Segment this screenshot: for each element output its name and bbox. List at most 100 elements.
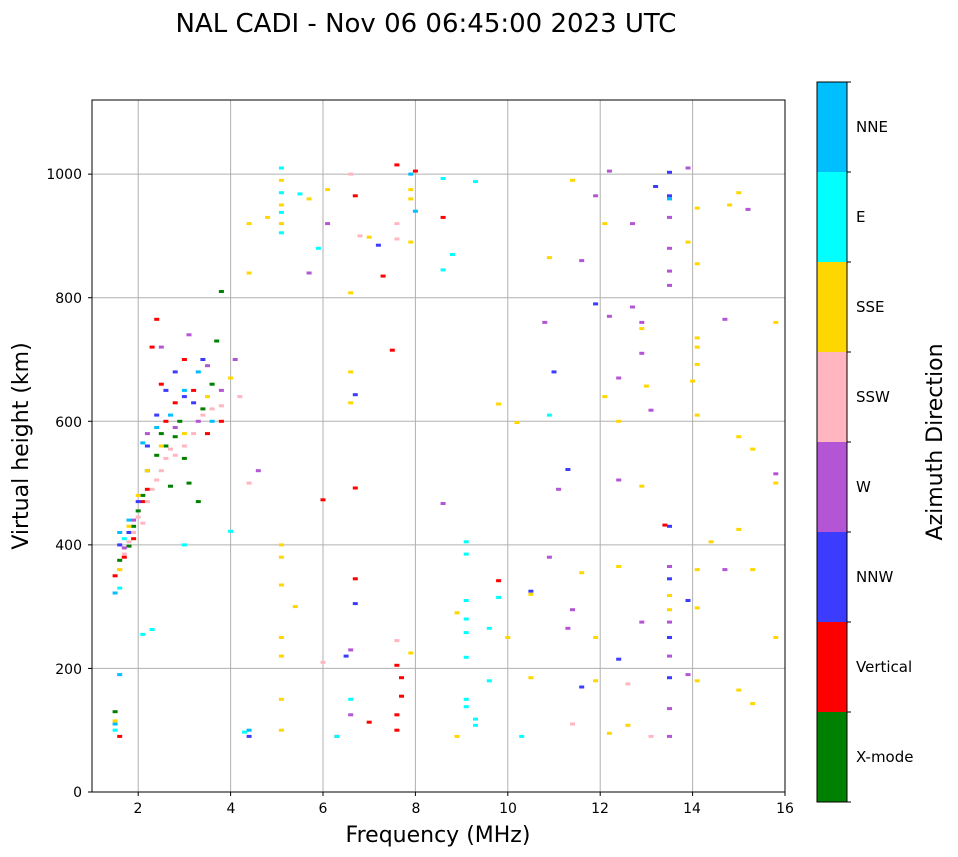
echo-point-sse <box>750 702 756 706</box>
x-tick-label: 4 <box>227 801 236 817</box>
echo-point-nnw <box>246 734 252 738</box>
echo-point-w <box>667 246 672 250</box>
echo-point-nnw <box>200 358 206 361</box>
echo-point-vertical <box>399 694 404 698</box>
echo-point-vertical <box>412 169 418 173</box>
echo-point-sse <box>144 469 150 473</box>
echo-point-w <box>606 314 612 318</box>
colorbar-label: NNE <box>856 118 888 136</box>
echo-point-sse <box>408 240 414 244</box>
y-tick-label: 800 <box>55 291 82 307</box>
x-tick-label: 6 <box>319 801 328 817</box>
echo-point-vertical <box>389 348 395 352</box>
x-axis: 2 4 6 8 10 12 14 16 <box>134 801 794 817</box>
echo-point-x-mode <box>181 456 187 460</box>
echo-point-e <box>496 595 502 599</box>
echo-point-x-mode <box>131 524 137 528</box>
echo-point-e <box>473 723 478 727</box>
echo-point-sse <box>278 178 284 182</box>
echo-point-e <box>486 679 492 683</box>
echo-point-ssw <box>154 478 160 482</box>
echo-point-sse <box>278 543 284 547</box>
echo-point-sse <box>602 395 608 399</box>
echo-point-nnw <box>579 685 585 689</box>
colorbar-label: NNW <box>856 568 893 586</box>
echo-point-nnw <box>181 395 187 399</box>
echo-point-vertical <box>352 486 358 490</box>
echo-point-vertical <box>158 382 164 386</box>
echo-point-e <box>440 177 446 180</box>
echo-point-sse <box>306 197 312 201</box>
echo-point-nnw <box>126 531 132 534</box>
echo-point-ssw <box>320 660 326 664</box>
colorbar-segment <box>817 712 847 802</box>
echo-point-w <box>630 222 635 226</box>
echo-point-ssw <box>168 447 173 451</box>
echo-point-sse <box>528 676 534 680</box>
echo-point-w <box>593 194 599 198</box>
echo-point-w <box>232 358 238 361</box>
echo-point-e <box>181 543 187 547</box>
echo-point-vertical <box>440 215 446 219</box>
echo-point-sse <box>694 568 700 572</box>
echo-point-w <box>255 469 261 473</box>
echo-point-vertical <box>140 500 146 504</box>
echo-point-x-mode <box>126 544 132 548</box>
echo-point-e <box>278 231 284 235</box>
echo-point-sse <box>278 583 284 587</box>
echo-point-sse <box>117 568 123 572</box>
echo-point-ssw <box>570 722 575 726</box>
echo-point-sse <box>690 379 696 383</box>
echo-point-w <box>639 320 645 324</box>
echo-point-e <box>140 632 146 636</box>
echo-point-sse <box>408 651 414 655</box>
echo-point-w <box>348 648 354 652</box>
echo-point-w <box>667 215 672 219</box>
echo-point-sse <box>546 256 552 260</box>
echo-point-sse <box>366 235 372 239</box>
echo-point-sse <box>694 413 700 417</box>
echo-point-nne <box>209 419 215 423</box>
echo-point-e <box>486 626 492 630</box>
echo-point-nne <box>140 441 146 445</box>
echo-point-sse <box>278 222 284 226</box>
echo-point-sse <box>348 370 354 374</box>
echo-point-sse <box>348 291 354 295</box>
echo-point-ssw <box>357 234 363 238</box>
echo-point-e <box>463 655 469 659</box>
echo-point-sse <box>514 421 520 424</box>
echo-point-w <box>722 568 728 572</box>
echo-point-ssw <box>163 456 169 460</box>
echo-point-nnw <box>144 444 150 448</box>
echo-point-nnw <box>163 388 169 392</box>
echo-point-vertical <box>366 720 372 724</box>
echo-point-w <box>205 364 210 368</box>
echo-point-sse <box>292 605 298 609</box>
echo-point-x-mode <box>218 290 224 293</box>
echo-point-w <box>542 320 548 324</box>
echo-point-x-mode <box>214 339 220 343</box>
echo-point-nnw <box>667 170 672 174</box>
echo-point-vertical <box>394 713 400 717</box>
echo-point-sse <box>736 688 742 692</box>
echo-point-e <box>463 697 469 701</box>
echo-point-ssw <box>191 432 197 436</box>
echo-point-nne <box>412 209 418 213</box>
echo-point-x-mode <box>163 444 169 448</box>
echo-point-x-mode <box>186 481 192 485</box>
echo-point-e <box>112 728 118 732</box>
echo-point-e <box>348 697 354 701</box>
echo-point-ssw <box>121 552 127 556</box>
colorbar-label: Vertical <box>856 658 912 676</box>
echo-point-ssw <box>200 413 206 417</box>
echo-point-w <box>186 333 192 337</box>
echo-point-ssw <box>140 521 146 525</box>
echo-point-nnw <box>667 524 672 528</box>
echo-point-vertical <box>320 498 326 502</box>
echo-point-w <box>667 565 672 568</box>
echo-point-ssw <box>394 222 400 226</box>
y-axis: 0 200 400 600 800 1000 <box>46 167 82 801</box>
echo-point-w <box>348 713 354 717</box>
echo-point-vertical <box>131 537 137 541</box>
